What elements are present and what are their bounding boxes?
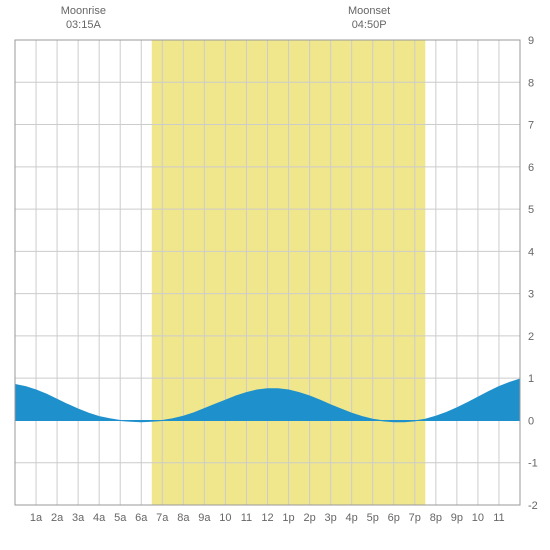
- y-tick-label: -1: [528, 458, 538, 470]
- x-tick-label: 3p: [325, 512, 337, 524]
- x-tick-label: 9p: [451, 512, 463, 524]
- x-tick-label: 5a: [114, 512, 127, 524]
- moonrise-label: Moonrise: [61, 5, 106, 17]
- x-tick-label: 12: [261, 512, 273, 524]
- x-tick-label: 4a: [93, 512, 106, 524]
- y-tick-label: 2: [528, 331, 534, 343]
- y-tick-label: 3: [528, 289, 534, 301]
- y-tick-label: 0: [528, 415, 534, 427]
- y-tick-label: 7: [528, 120, 534, 132]
- x-tick-label: 11: [493, 512, 504, 524]
- x-tick-label: 8a: [177, 512, 190, 524]
- x-tick-label: 5p: [367, 512, 379, 524]
- moonrise-time: 03:15A: [66, 19, 102, 31]
- x-tick-label: 11: [241, 512, 252, 524]
- y-tick-label: 8: [528, 77, 534, 89]
- x-tick-label: 7p: [409, 512, 421, 524]
- y-tick-label: -2: [528, 500, 538, 512]
- x-tick-label: 3a: [72, 512, 85, 524]
- x-tick-label: 10: [219, 512, 231, 524]
- x-tick-label: 8p: [430, 512, 442, 524]
- x-tick-label: 7a: [156, 512, 169, 524]
- x-tick-label: 4p: [346, 512, 358, 524]
- x-tick-label: 2p: [303, 512, 315, 524]
- x-tick-label: 10: [472, 512, 484, 524]
- moonset-time: 04:50P: [352, 19, 387, 31]
- x-tick-label: 6a: [135, 512, 148, 524]
- chart-svg: 1a2a3a4a5a6a7a8a9a1011121p2p3p4p5p6p7p8p…: [0, 0, 550, 550]
- y-tick-label: 4: [528, 246, 534, 258]
- x-tick-label: 2a: [51, 512, 64, 524]
- y-tick-label: 1: [528, 373, 534, 385]
- x-tick-label: 1p: [282, 512, 294, 524]
- x-tick-label: 6p: [388, 512, 400, 524]
- x-tick-label: 9a: [198, 512, 211, 524]
- moonset-label: Moonset: [348, 5, 390, 17]
- y-tick-label: 6: [528, 162, 534, 174]
- tide-chart: 1a2a3a4a5a6a7a8a9a1011121p2p3p4p5p6p7p8p…: [0, 0, 550, 550]
- x-tick-label: 1a: [30, 512, 43, 524]
- y-tick-label: 9: [528, 35, 534, 47]
- y-tick-label: 5: [528, 204, 534, 216]
